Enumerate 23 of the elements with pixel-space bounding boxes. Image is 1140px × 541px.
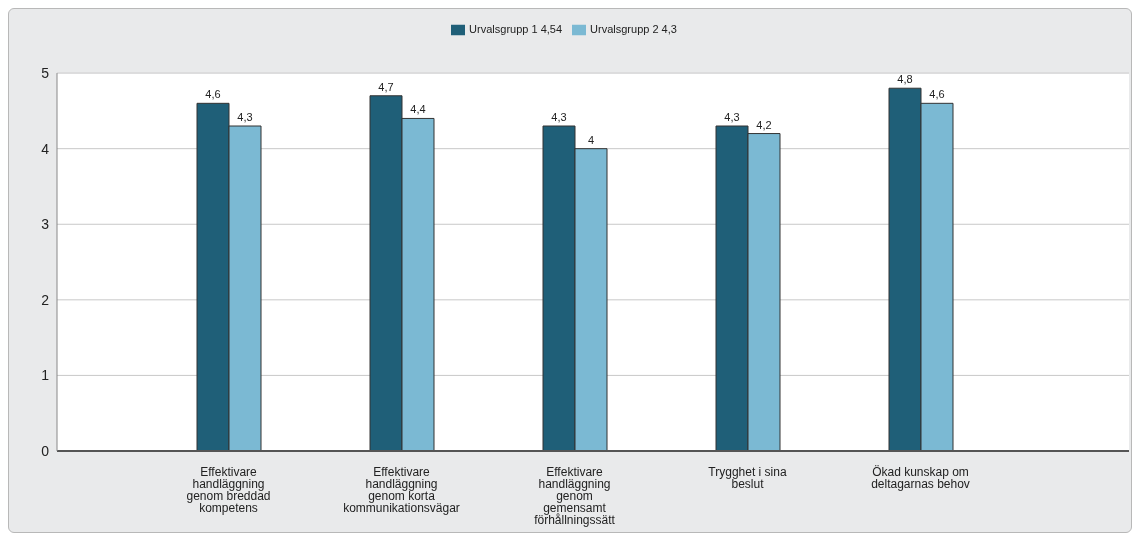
y-tick-label: 2 xyxy=(41,291,50,308)
data-label: 4,7 xyxy=(378,80,394,93)
x-tick-label: Effektivare handläggning genom breddad kompetens xyxy=(186,464,271,515)
legend-label: Urvalsgrupp 1 4,54 xyxy=(469,23,563,35)
data-label: 4,3 xyxy=(237,111,253,123)
data-label: 4 xyxy=(587,133,595,146)
y-tick-label: 0 xyxy=(41,442,50,459)
y-tick-label: 3 xyxy=(41,216,50,233)
y-tick-label: 1 xyxy=(41,367,50,384)
data-label: 4,6 xyxy=(205,88,221,101)
data-label: 4,6 xyxy=(929,88,945,101)
data-label: 4,3 xyxy=(551,111,567,123)
legend-label: Urvalsgrupp 2 4,3 xyxy=(590,23,677,35)
x-tick-label: Effektivare handläggning genom gemensamt förhållningssätt xyxy=(534,464,616,527)
data-label: 4,3 xyxy=(724,111,740,123)
data-label: 4,2 xyxy=(756,118,772,131)
x-tick-label: Effektivare handläggning genom korta kommunikationsvägar xyxy=(343,464,460,515)
x-tick-label: Trygghet i sina beslut xyxy=(708,464,787,491)
data-label: 4,4 xyxy=(410,103,426,116)
y-tick-label: 4 xyxy=(41,140,50,157)
y-tick-label: 5 xyxy=(41,65,50,82)
x-tick-label: Ökad kunskap om deltagarnas behov xyxy=(871,464,970,491)
data-label: 4,8 xyxy=(897,73,913,86)
